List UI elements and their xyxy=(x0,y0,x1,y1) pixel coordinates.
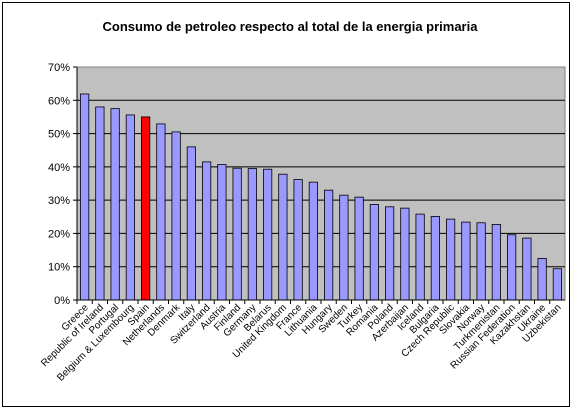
bar xyxy=(202,161,212,301)
bar xyxy=(461,221,471,301)
bar xyxy=(522,237,532,301)
bar xyxy=(95,106,105,301)
bar xyxy=(385,206,395,301)
y-tick-label: 20% xyxy=(48,228,70,240)
chart-frame: Consumo de petroleo respecto al total de… xyxy=(2,2,570,407)
bar xyxy=(141,116,151,301)
bar xyxy=(186,146,196,301)
bar xyxy=(80,93,90,301)
y-tick-label: 40% xyxy=(48,162,70,174)
bar xyxy=(552,268,562,301)
chart-title: Consumo de petroleo respecto al total de… xyxy=(103,19,479,34)
bar xyxy=(263,168,273,301)
y-tick-label: 10% xyxy=(48,262,70,274)
bar xyxy=(293,179,303,301)
y-tick-label: 70% xyxy=(48,62,70,74)
bar xyxy=(278,173,288,301)
bar xyxy=(156,123,166,301)
bar xyxy=(476,222,486,301)
bar xyxy=(369,204,379,301)
bar xyxy=(324,189,334,301)
y-tick-label: 50% xyxy=(48,129,70,141)
bar xyxy=(217,164,227,301)
bar xyxy=(339,194,349,301)
bar xyxy=(400,207,410,301)
bar xyxy=(171,131,181,301)
y-tick-label: 60% xyxy=(48,95,70,107)
bar xyxy=(354,196,364,301)
bar xyxy=(415,213,425,301)
bar xyxy=(430,216,440,301)
bar xyxy=(491,224,501,301)
y-tick-label: 30% xyxy=(48,195,70,207)
bar xyxy=(247,168,257,301)
y-tick-label: 0% xyxy=(54,295,70,307)
bar-chart: Consumo de petroleo respecto al total de… xyxy=(39,19,566,384)
bar xyxy=(308,181,318,301)
bar xyxy=(125,114,135,301)
bar xyxy=(507,234,517,301)
bar xyxy=(232,167,242,301)
bar xyxy=(110,108,120,301)
bar xyxy=(446,218,456,301)
bar xyxy=(537,257,547,301)
